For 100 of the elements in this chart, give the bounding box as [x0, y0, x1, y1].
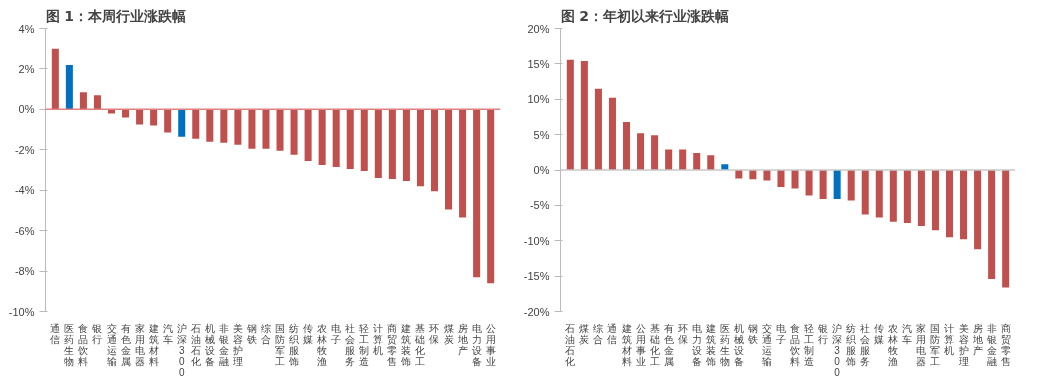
bar	[637, 133, 645, 170]
bar	[960, 170, 968, 240]
x-tick-label: 农林牧渔	[887, 322, 899, 367]
bar	[374, 109, 382, 179]
bar	[276, 109, 284, 151]
bar	[875, 170, 883, 218]
bar	[164, 109, 172, 133]
x-tick-label: 非银金融	[985, 322, 997, 367]
bar	[346, 109, 354, 169]
bar	[178, 109, 186, 137]
x-tick-label: 美容护理	[957, 322, 969, 367]
x-tick-label: 基础化工	[414, 322, 426, 367]
x-tick-label: 公用事业	[485, 322, 496, 367]
x-tick-label: 综合	[260, 322, 271, 345]
bar	[580, 61, 588, 170]
bar	[693, 153, 701, 170]
bar	[945, 170, 954, 238]
y-tick-label: -6%	[14, 224, 35, 237]
bar	[360, 109, 368, 172]
bar	[679, 149, 687, 170]
bar	[805, 170, 813, 196]
x-tick-label: 基础化工	[648, 322, 660, 367]
y-tick-label: -4%	[14, 184, 35, 197]
x-tick-label: 机械设备	[733, 322, 744, 367]
x-tick-label: 计算机	[373, 322, 384, 356]
bar	[622, 121, 631, 170]
x-tick-label: 汽车	[162, 322, 173, 345]
x-tick-label: 银行	[91, 322, 103, 345]
x-tick-label: 交通运输	[761, 322, 772, 367]
bar	[192, 109, 200, 139]
x-tick-label: 沪深300	[832, 322, 843, 378]
bar	[763, 170, 771, 181]
bar	[594, 88, 602, 170]
bar	[445, 109, 453, 210]
bar	[318, 109, 326, 165]
x-tick-label: 环保	[677, 322, 688, 345]
x-tick-label: 商贸零售	[1000, 322, 1011, 367]
x-tick-label: 综合	[593, 322, 604, 345]
x-tick-label: 家用电器	[134, 322, 145, 367]
bar	[416, 109, 424, 187]
bar	[889, 170, 897, 222]
x-tick-label: 钢铁	[746, 322, 758, 345]
bar	[459, 109, 467, 218]
y-tick-label: -15%	[523, 270, 550, 283]
x-tick-label: 食品饮料	[77, 322, 89, 367]
bar	[206, 109, 214, 142]
y-tick-label: 0%	[18, 103, 35, 116]
bar	[65, 64, 73, 110]
x-tick-label: 家用电器	[916, 322, 927, 367]
x-tick-label: 轻工制造	[804, 322, 815, 367]
y-tick-label: 2%	[18, 62, 35, 75]
bar	[304, 109, 312, 161]
x-tick-label: 通信	[607, 322, 618, 345]
y-tick-label: 10%	[527, 93, 550, 106]
bar	[248, 109, 256, 149]
chart-title: 图 1：本周行业涨跌幅	[45, 7, 187, 24]
x-tick-label: 煤炭	[443, 322, 454, 345]
bar	[931, 170, 939, 231]
y-tick-label: 4%	[18, 22, 35, 35]
x-tick-label: 煤炭	[579, 322, 590, 345]
bar	[388, 109, 396, 180]
x-tick-label: 计算机	[944, 322, 955, 356]
x-tick-label: 电子	[331, 322, 342, 345]
y-tick-label: -10%	[523, 234, 550, 247]
chart-title: 图 2：年初以来行业涨跌幅	[560, 7, 730, 24]
x-tick-label: 电力设备	[691, 322, 702, 367]
x-tick-label: 房地产	[456, 322, 468, 356]
x-tick-label: 交通运输	[106, 322, 117, 367]
x-tick-label: 轻工制造	[359, 322, 370, 367]
x-tick-label: 石油石化	[190, 322, 201, 367]
bar	[402, 109, 410, 182]
x-tick-label: 建筑装饰	[400, 322, 412, 367]
y-tick-label: -2%	[14, 143, 35, 156]
y-tick-label: 15%	[527, 57, 550, 70]
bar	[651, 135, 659, 170]
bar	[665, 149, 673, 170]
bar	[608, 97, 616, 170]
x-tick-label: 社会服务	[860, 322, 871, 367]
x-tick-label: 电子	[775, 322, 786, 345]
x-tick-label: 机械设备	[204, 322, 215, 367]
x-tick-label: 有色金属	[663, 322, 674, 367]
bar	[847, 170, 855, 201]
y-tick-label: -20%	[523, 305, 550, 318]
x-tick-label: 医药生物	[64, 322, 75, 367]
x-tick-label: 房地产	[971, 322, 983, 356]
bar	[974, 170, 982, 250]
x-tick-label: 美容护理	[231, 322, 243, 367]
bar	[234, 109, 242, 145]
bar	[136, 109, 144, 125]
x-tick-label: 纺织服饰	[288, 322, 300, 367]
bar	[79, 92, 87, 110]
x-tick-label: 社会服务	[345, 322, 356, 367]
x-tick-label: 公用事业	[635, 322, 646, 367]
x-tick-label: 纺织服饰	[845, 322, 857, 367]
y-tick-label: -8%	[14, 265, 35, 278]
bar	[791, 170, 799, 189]
x-tick-label: 传媒	[303, 322, 314, 345]
x-tick-label: 医药生物	[719, 322, 730, 367]
bar	[93, 95, 101, 110]
bar	[777, 170, 785, 187]
